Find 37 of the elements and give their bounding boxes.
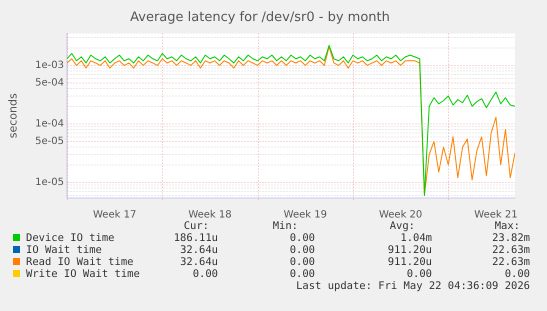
legend-label: Read IO Wait time	[26, 256, 134, 268]
y-axis-title: seconds	[6, 93, 20, 138]
chart-title: Average latency for /dev/sr0 - by month	[130, 10, 390, 26]
legend-label: IO Wait time	[26, 244, 102, 256]
text: 0.00	[290, 268, 315, 280]
legend-label: Write IO Wait time	[26, 268, 140, 280]
text: 22.63m	[492, 256, 530, 268]
legend-label: Device IO time	[26, 232, 115, 244]
text: 0.00	[290, 256, 315, 268]
text: 32.64u	[180, 256, 218, 268]
x-tick-label: Week 17	[93, 210, 136, 221]
text: 0.00	[290, 244, 315, 256]
text: 1.04m	[400, 232, 432, 244]
text: Cur:	[184, 220, 209, 232]
text: Last update: Fri May 22 04:36:09 2026	[296, 280, 530, 292]
text: 0.00	[406, 268, 432, 280]
x-tick-label: Week 18	[188, 210, 232, 221]
text: 0.00	[504, 268, 530, 280]
text: 0.00	[290, 232, 315, 244]
text: 32.64u	[180, 244, 218, 256]
text: 22.63m	[492, 244, 530, 256]
text: Max:	[494, 220, 520, 232]
text: 911.20u	[388, 244, 432, 256]
y-tick-label: 5e-04	[35, 78, 64, 89]
text: Avg:	[390, 220, 415, 232]
y-tick-label: 1e-04	[35, 118, 64, 130]
x-tick-label: Week 20	[378, 210, 422, 221]
y-tick-label: 1e-03	[35, 60, 64, 72]
text: 911.20u	[388, 256, 432, 268]
text: 186.11u	[174, 232, 218, 244]
x-tick-label: Week 21	[474, 210, 518, 221]
x-tick-label: Week 19	[284, 210, 327, 221]
text: 0.00	[192, 268, 218, 280]
y-tick-label: 1e-05	[35, 176, 64, 188]
y-tick-label: 5e-05	[35, 136, 64, 148]
text: 23.82m	[492, 232, 530, 244]
text: Min:	[272, 220, 298, 232]
